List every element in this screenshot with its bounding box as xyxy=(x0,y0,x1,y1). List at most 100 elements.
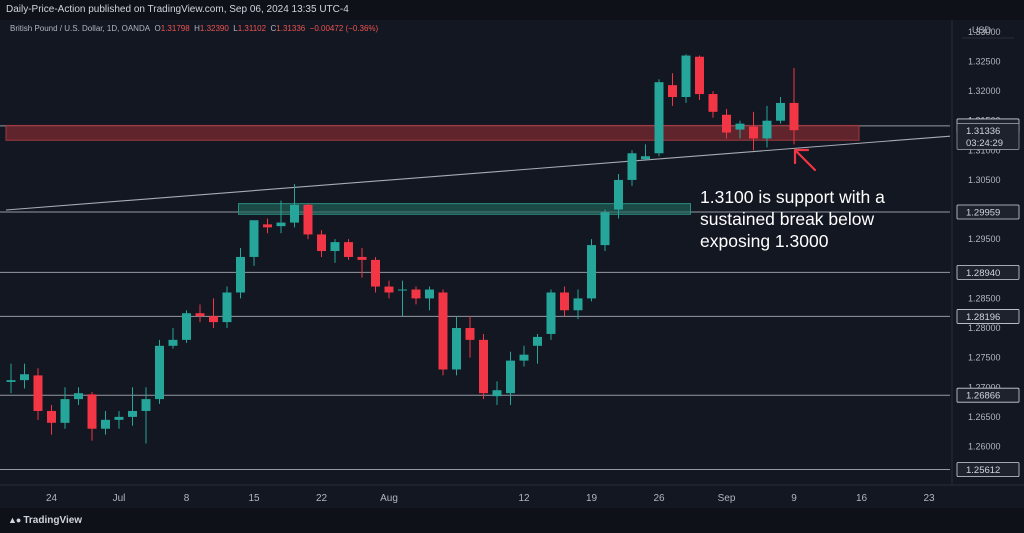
candle-39[interactable] xyxy=(533,336,542,346)
candle-1[interactable] xyxy=(20,374,29,381)
candle-25[interactable] xyxy=(344,242,353,257)
candle-27[interactable] xyxy=(371,259,380,287)
candle-55[interactable] xyxy=(749,126,758,139)
candle-34[interactable] xyxy=(465,328,475,340)
candle-15[interactable] xyxy=(209,316,218,323)
candle-22[interactable] xyxy=(303,204,313,235)
support-zone[interactable] xyxy=(238,203,691,215)
y-tick-label-10: 1.28000 xyxy=(968,323,1001,333)
candle-13[interactable] xyxy=(182,313,191,340)
candle-19[interactable] xyxy=(263,224,272,228)
annotation-arrow-shaft xyxy=(794,149,817,172)
candle-49[interactable] xyxy=(668,85,677,98)
candle-29[interactable] xyxy=(398,289,407,291)
candle-35[interactable] xyxy=(479,339,488,394)
low-label: L xyxy=(233,24,238,33)
tradingview-logo-text: TradingView xyxy=(23,515,83,526)
change-value: −0.00472 (−0.36%) xyxy=(309,24,379,33)
level-tag-4[interactable] xyxy=(956,387,1020,403)
footer-bar xyxy=(0,508,1024,533)
low-value: 1.31102 xyxy=(237,24,267,33)
plot-area[interactable] xyxy=(0,20,950,485)
candle-26[interactable] xyxy=(357,256,367,260)
candle-40[interactable] xyxy=(546,292,556,334)
candle-8[interactable] xyxy=(114,416,124,420)
price-axis[interactable] xyxy=(952,20,1024,485)
resistance-zone[interactable] xyxy=(5,124,860,141)
candle-51[interactable] xyxy=(695,56,704,95)
candle-52[interactable] xyxy=(708,94,718,112)
candle-37[interactable] xyxy=(506,360,515,394)
level-tag-1[interactable] xyxy=(956,204,1020,220)
candle-44[interactable] xyxy=(600,212,610,246)
candle-33[interactable] xyxy=(452,328,461,370)
level-tag-text-5: 1.25612 xyxy=(966,465,1000,476)
level-tag-5[interactable] xyxy=(956,462,1020,477)
candle-5[interactable] xyxy=(74,393,83,400)
annotation-line-0: 1.3100 is support with a xyxy=(700,187,885,207)
candle-12[interactable] xyxy=(168,339,178,346)
candle-23[interactable] xyxy=(317,234,326,252)
candle-53[interactable] xyxy=(722,114,731,133)
level-tag-text-1: 1.29959 xyxy=(966,207,1000,218)
candle-36[interactable] xyxy=(492,390,502,397)
candle-48[interactable] xyxy=(654,82,664,154)
level-tag-3[interactable] xyxy=(956,309,1020,324)
candle-0[interactable] xyxy=(6,380,16,382)
annotation-line-1: sustained break below xyxy=(700,209,874,229)
x-tick-label-1: Jul xyxy=(113,493,126,504)
candle-21[interactable] xyxy=(290,204,299,223)
candle-56[interactable] xyxy=(762,120,772,139)
x-tick-label-11: 16 xyxy=(856,493,868,504)
candle-11[interactable] xyxy=(155,345,164,400)
candle-42[interactable] xyxy=(573,298,583,311)
y-tick-label-4: 1.31000 xyxy=(968,145,1001,155)
annotation-line-2: exposing 1.3000 xyxy=(700,231,829,251)
candle-2[interactable] xyxy=(33,375,43,411)
tradingview-logo[interactable]: ▲● TradingView xyxy=(8,515,82,526)
y-tick-label-0: 1.33000 xyxy=(968,27,1001,37)
candle-14[interactable] xyxy=(195,313,205,317)
candle-32[interactable] xyxy=(438,292,448,370)
level-tag-2[interactable] xyxy=(956,264,1020,280)
candle-43[interactable] xyxy=(587,245,596,299)
candle-41[interactable] xyxy=(560,292,569,311)
current-price-tag[interactable] xyxy=(956,123,1020,150)
candle-54[interactable] xyxy=(735,123,745,130)
y-tick-label-9: 1.28500 xyxy=(968,293,1001,303)
candle-50[interactable] xyxy=(681,55,691,98)
candle-46[interactable] xyxy=(627,153,637,180)
candle-28[interactable] xyxy=(384,286,394,293)
candle-17[interactable] xyxy=(236,256,245,293)
x-tick-label-8: 26 xyxy=(653,493,665,504)
countdown-text: 03:24:29 xyxy=(966,138,1003,149)
candle-24[interactable] xyxy=(330,242,340,252)
close-value: 1.31336 xyxy=(276,24,306,33)
trendline[interactable] xyxy=(5,135,951,211)
candle-3[interactable] xyxy=(47,410,56,423)
candle-18[interactable] xyxy=(249,220,259,257)
candle-30[interactable] xyxy=(411,289,421,299)
y-tick-label-14: 1.26000 xyxy=(968,441,1001,451)
tradingview-logo-icon: ▲● xyxy=(8,515,21,525)
current-price-text: 1.31336 xyxy=(966,126,1000,137)
candle-58[interactable] xyxy=(789,102,799,131)
y-tick-label-13: 1.26500 xyxy=(968,412,1001,422)
candle-31[interactable] xyxy=(425,289,434,299)
candle-38[interactable] xyxy=(519,354,529,361)
candle-47[interactable] xyxy=(641,156,650,160)
publish-header: Daily-Price-Action published on TradingV… xyxy=(0,0,1024,20)
candle-9[interactable] xyxy=(128,410,137,417)
candle-6[interactable] xyxy=(87,394,97,429)
open-label: O xyxy=(154,24,161,33)
candle-7[interactable] xyxy=(101,419,110,429)
candle-57[interactable] xyxy=(776,102,785,121)
candle-45[interactable] xyxy=(614,179,623,210)
y-tick-label-12: 1.27000 xyxy=(968,382,1001,392)
candle-16[interactable] xyxy=(222,292,232,323)
candle-4[interactable] xyxy=(60,399,70,423)
candle-10[interactable] xyxy=(141,399,151,411)
x-tick-label-5: Aug xyxy=(380,493,398,504)
candle-20[interactable] xyxy=(276,222,286,227)
